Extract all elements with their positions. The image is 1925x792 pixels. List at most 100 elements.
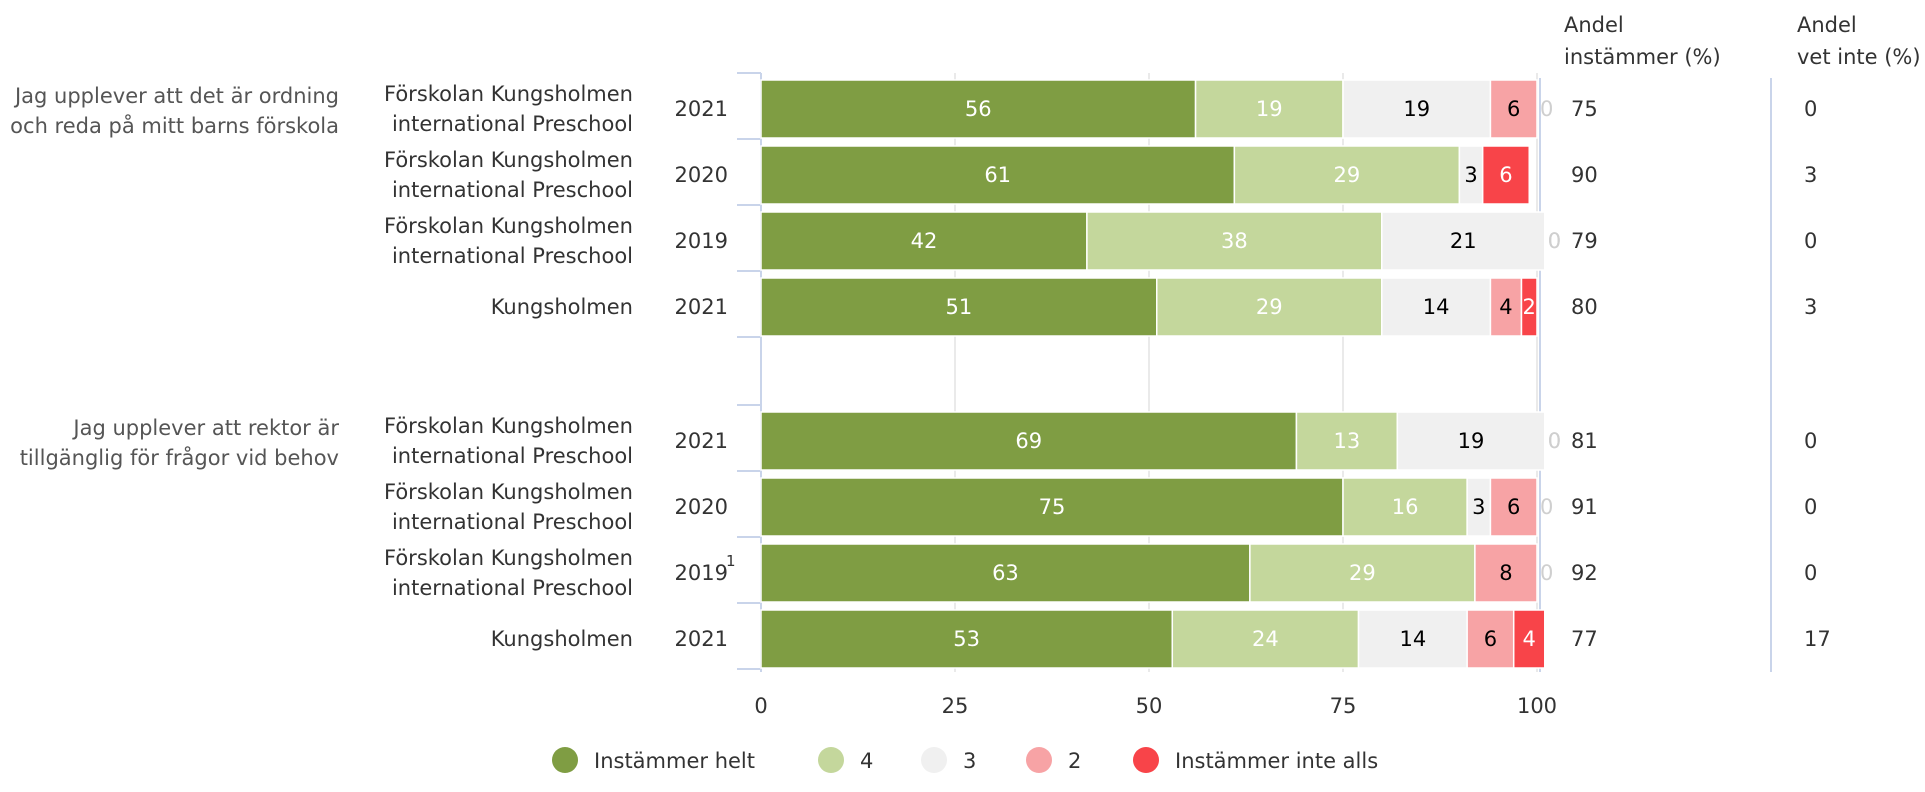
agree-header-line2: instämmer (%) [1564,45,1721,69]
agree-value: 90 [1571,163,1598,187]
data-label: 24 [1252,627,1279,651]
agree-value: 81 [1571,429,1598,453]
data-label: 6 [1507,97,1520,121]
unit-label: international Preschool [392,444,633,468]
unit-label: Förskolan Kungsholmen [384,214,633,238]
year-label: 2020 [675,495,728,519]
data-label: 0 [1540,561,1553,585]
unit-label: Kungsholmen [491,627,633,651]
data-label: 29 [1256,295,1283,319]
year-label: 2021 [675,627,728,651]
agree-value: 75 [1571,97,1598,121]
dontknow-value: 17 [1804,627,1831,651]
x-tick-label: 75 [1330,694,1357,718]
legend-label: Instämmer inte alls [1175,749,1378,773]
legend-label: 4 [860,749,873,773]
data-label: 6 [1507,495,1520,519]
data-label: 14 [1399,627,1426,651]
dontknow-value: 0 [1804,495,1817,519]
data-label: 13 [1334,429,1361,453]
data-label: 8 [1499,561,1512,585]
data-label: 3 [1464,163,1477,187]
data-label: 0 [1548,229,1561,253]
unit-label: international Preschool [392,112,633,136]
data-label: 0 [1540,97,1553,121]
unit-label: Förskolan Kungsholmen [384,546,633,570]
question-label: och reda på mitt barns förskola [10,113,339,138]
legend-label: 3 [963,749,976,773]
data-label: 0 [1548,429,1561,453]
legend: Instämmer helt 4 3 2 Instämmer inte alls [552,747,1378,773]
data-label: 53 [953,627,980,651]
data-label: 19 [1256,97,1283,121]
year-label: 2019 [675,229,728,253]
unit-label: Förskolan Kungsholmen [384,148,633,172]
x-tick-label: 50 [1136,694,1163,718]
agree-value: 91 [1571,495,1598,519]
unit-label: international Preschool [392,244,633,268]
data-label: 69 [1015,429,1042,453]
legend-label: 2 [1068,749,1081,773]
dontknow-value: 0 [1804,229,1817,253]
data-label: 61 [984,163,1011,187]
data-label: 6 [1484,627,1497,651]
legend-swatch [1026,747,1052,773]
unit-label: international Preschool [392,510,633,534]
data-label: 19 [1403,97,1430,121]
data-label: 21 [1450,229,1477,253]
data-label: 42 [911,229,938,253]
data-label: 6 [1499,163,1512,187]
unit-label: Förskolan Kungsholmen [384,480,633,504]
dontknow-value: 3 [1804,295,1817,319]
unit-label: international Preschool [392,576,633,600]
data-label: 38 [1221,229,1248,253]
unit-label: Kungsholmen [491,295,633,319]
dontknow-value: 0 [1804,97,1817,121]
year-label: 2021 [675,295,728,319]
legend-label: Instämmer helt [594,749,755,773]
agree-value: 80 [1571,295,1598,319]
data-label: 29 [1349,561,1376,585]
data-label: 63 [992,561,1019,585]
legend-swatch [921,747,947,773]
legend-swatch [1133,747,1159,773]
legend-swatch [818,747,844,773]
x-tick-label: 25 [942,694,969,718]
data-label: 3 [1472,495,1485,519]
data-label: 75 [1039,495,1066,519]
x-tick-label: 100 [1517,694,1557,718]
year-label: 2021 [675,429,728,453]
data-label: 2 [1523,295,1536,319]
bar-area: 5619196061293064238210051291442691319007… [761,80,1561,668]
data-label: 16 [1392,495,1419,519]
question-label: tillgänglig för frågor vid behov [20,445,339,470]
legend-swatch [552,747,578,773]
year-label: 2020 [675,163,728,187]
unit-label: Förskolan Kungsholmen [384,82,633,106]
agree-value: 92 [1571,561,1598,585]
data-label: 14 [1423,295,1450,319]
data-label: 0 [1540,495,1553,519]
data-label: 29 [1334,163,1361,187]
question-label: Jag upplever att det är ordning [13,84,339,108]
dontknow-header-line2: vet inte (%) [1797,45,1921,69]
agree-value: 79 [1571,229,1598,253]
data-label: 56 [965,97,992,121]
dontknow-value: 3 [1804,163,1817,187]
dontknow-value: 0 [1804,561,1817,585]
x-tick-label: 0 [754,694,767,718]
unit-label: Förskolan Kungsholmen [384,414,633,438]
question-label: Jag upplever att rektor är [71,416,339,440]
data-label: 51 [946,295,973,319]
dontknow-header-line1: Andel [1797,13,1857,37]
year-label: 2021 [675,97,728,121]
data-label: 4 [1523,627,1536,651]
dontknow-value: 0 [1804,429,1817,453]
agree-value: 77 [1571,627,1598,651]
year-label: 2019 [675,561,728,585]
footnote-marker: 1 [726,552,736,570]
agree-header-line1: Andel [1564,13,1624,37]
data-label: 4 [1499,295,1512,319]
unit-label: international Preschool [392,178,633,202]
